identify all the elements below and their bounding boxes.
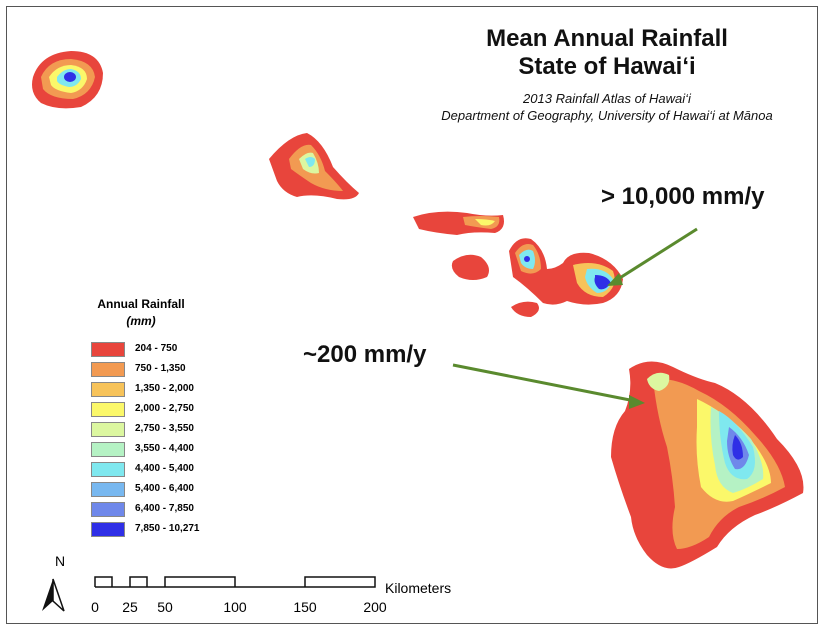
legend-swatch <box>91 402 125 417</box>
legend-label: 204 - 750 <box>135 343 178 354</box>
scale-bar <box>94 576 376 588</box>
high-rainfall-arrow <box>614 227 698 283</box>
legend-swatch <box>91 522 125 537</box>
legend-label: 2,750 - 3,550 <box>135 423 194 434</box>
scale-tick-label: 0 <box>91 599 99 615</box>
island-lanai <box>451 254 489 280</box>
island-kauai <box>32 51 103 109</box>
legend-label: 4,400 - 5,400 <box>135 463 194 474</box>
island-maui <box>509 238 623 305</box>
legend-swatch <box>91 362 125 377</box>
legend-units: (mm) <box>126 314 156 328</box>
scale-tick-label: 200 <box>363 599 387 615</box>
legend-label: 1,350 - 2,000 <box>135 383 194 394</box>
map-subtitle-atlas: 2013 Rainfall Atlas of Hawai‘i <box>523 91 691 106</box>
legend-swatch <box>91 442 125 457</box>
low-rainfall-arrowhead <box>629 395 645 409</box>
scale-units-label: Kilometers <box>385 580 452 596</box>
island-kahoolawe <box>511 301 539 317</box>
map-subtitle-department: Department of Geography, University of H… <box>441 108 773 123</box>
scale-tick-label: 25 <box>122 599 138 615</box>
rainfall-map <box>32 51 804 612</box>
low-rainfall-arrow <box>452 363 636 403</box>
low-rainfall-callout: ~200 mm/y <box>303 341 427 368</box>
legend-label: 750 - 1,350 <box>135 363 186 374</box>
legend-title: Annual Rainfall <box>97 297 185 311</box>
legend-swatch <box>91 422 125 437</box>
north-arrow <box>42 578 65 612</box>
legend-label: 5,400 - 6,400 <box>135 483 194 494</box>
scale-tick-label: 100 <box>223 599 247 615</box>
legend-label: 7,850 - 10,271 <box>135 523 200 534</box>
scale-tick-label: 50 <box>157 599 173 615</box>
island-oahu <box>269 133 359 200</box>
legend-swatch <box>91 482 125 497</box>
legend-swatch <box>91 382 125 397</box>
high-rainfall-arrowhead <box>607 273 623 286</box>
legend-swatch <box>91 342 125 357</box>
high-rainfall-callout: > 10,000 mm/y <box>601 183 765 210</box>
legend-swatch <box>91 462 125 477</box>
island-molokai <box>413 211 504 235</box>
legend-label: 6,400 - 7,850 <box>135 503 194 514</box>
scale-tick-label: 150 <box>293 599 317 615</box>
map-frame: Mean Annual Rainfall State of Hawai‘i 20… <box>6 6 818 624</box>
island-hawaii <box>611 361 804 569</box>
map-title: Mean Annual Rainfall <box>486 25 728 52</box>
legend-swatch <box>91 502 125 517</box>
north-label: N <box>55 553 66 569</box>
map-title-state: State of Hawai‘i <box>518 53 696 80</box>
legend-label: 3,550 - 4,400 <box>135 443 194 454</box>
legend-label: 2,000 - 2,750 <box>135 403 194 414</box>
